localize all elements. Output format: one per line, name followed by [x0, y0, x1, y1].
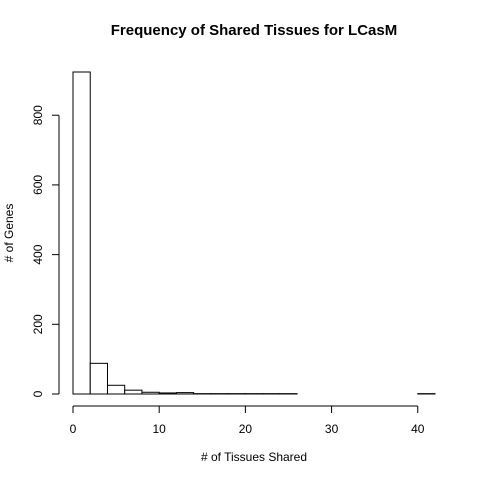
histogram-bar-1 [89, 362, 108, 395]
histogram-bars [72, 71, 436, 395]
x-tick-label-2: 20 [239, 422, 253, 436]
chart-title: Frequency of Shared Tissues for LCasM [111, 22, 397, 39]
histogram-bar-6 [175, 392, 195, 395]
x-axis: 0 10 20 30 40 [70, 405, 425, 436]
x-tick-label-0: 0 [70, 422, 77, 436]
x-tick-label-1: 10 [153, 422, 167, 436]
x-axis-label: # of Tissues Shared [201, 450, 307, 464]
x-tick-label-3: 30 [325, 422, 339, 436]
y-axis: 0 200 400 600 800 [31, 105, 60, 397]
histogram-bar-3 [124, 389, 143, 395]
y-tick-label-4: 800 [31, 105, 45, 125]
y-tick-label-3: 600 [31, 175, 45, 195]
y-tick-label-1: 200 [31, 314, 45, 334]
y-axis-label: # of Genes [2, 204, 16, 263]
y-tick-label-0: 0 [31, 390, 45, 397]
x-tick-label-4: 40 [411, 422, 425, 436]
histogram-bar-4 [141, 391, 160, 395]
histogram-bar-5 [158, 392, 177, 395]
histogram-bar-2 [106, 384, 126, 395]
y-tick-label-2: 400 [31, 244, 45, 264]
histogram-bar-0 [72, 71, 91, 395]
